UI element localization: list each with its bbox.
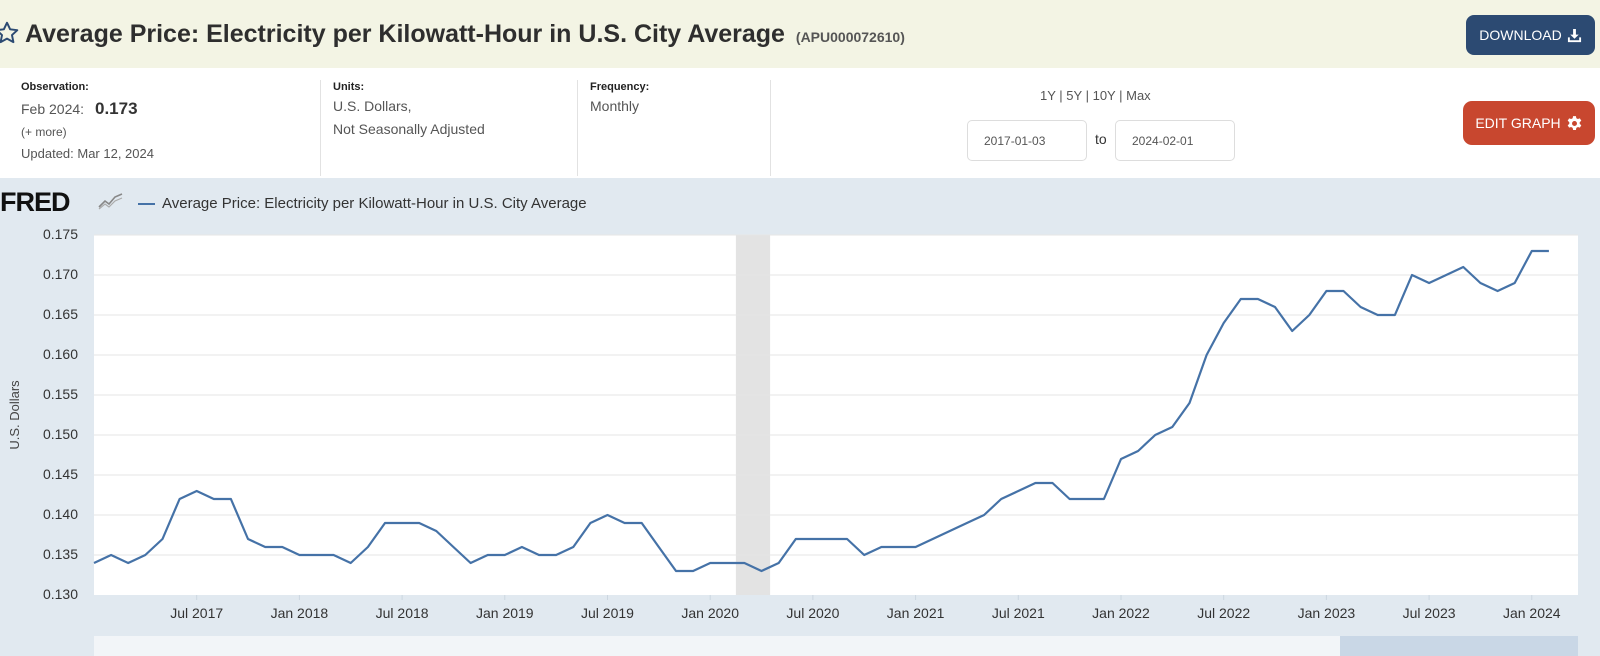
download-button-label: DOWNLOAD [1479, 27, 1562, 43]
divider [770, 80, 771, 176]
plot-background [94, 235, 1578, 595]
range-max-link[interactable]: Max [1126, 88, 1151, 103]
observation-value: 0.173 [95, 99, 138, 118]
x-tick-label: Jan 2018 [271, 605, 329, 621]
units-line-2: Not Seasonally Adjusted [333, 121, 485, 137]
x-tick-label: Jul 2023 [1403, 605, 1456, 621]
range-links: 1Y | 5Y | 10Y | Max [1040, 88, 1151, 103]
y-tick-label: 0.155 [43, 386, 78, 402]
x-tick-label: Jul 2019 [581, 605, 634, 621]
download-icon [1567, 28, 1581, 42]
units-line-1: U.S. Dollars, [333, 98, 412, 114]
range-10y-link[interactable]: 10Y [1092, 88, 1116, 103]
fred-logo: FRED [0, 187, 70, 217]
x-tick-label: Jul 2018 [376, 605, 429, 621]
edit-graph-label: EDIT GRAPH [1475, 115, 1561, 131]
units-label: Units: [333, 81, 365, 93]
series-id: (APU000072610) [795, 29, 905, 45]
y-tick-label: 0.135 [43, 546, 78, 562]
legend-label: Average Price: Electricity per Kilowatt-… [162, 195, 587, 212]
edit-graph-button[interactable]: EDIT GRAPH [1463, 101, 1595, 145]
to-label: to [1095, 131, 1107, 147]
range-separator: | [1059, 88, 1067, 103]
x-tick-label: Jan 2022 [1092, 605, 1150, 621]
observation-label: Observation: [21, 81, 89, 93]
y-tick-label: 0.165 [43, 306, 78, 322]
range-separator: | [1119, 88, 1127, 103]
x-tick-label: Jul 2021 [992, 605, 1045, 621]
recession-shading [735, 235, 771, 595]
page-title: Average Price: Electricity per Kilowatt-… [25, 20, 905, 49]
legend-swatch [138, 203, 155, 205]
divider [320, 80, 321, 176]
y-tick-label: 0.175 [43, 226, 78, 242]
x-tick-label: Jan 2021 [887, 605, 945, 621]
start-date-input[interactable] [967, 120, 1087, 161]
x-tick-label: Jul 2020 [786, 605, 839, 621]
star-outline-icon[interactable] [0, 20, 20, 46]
download-button[interactable]: DOWNLOAD [1466, 15, 1595, 55]
frequency-value: Monthly [590, 98, 640, 114]
divider [577, 80, 578, 176]
page-title-text: Average Price: Electricity per Kilowatt-… [25, 20, 785, 48]
frequency-label: Frequency: [590, 81, 650, 93]
more-observations-link[interactable]: (+ more) [21, 125, 67, 139]
updated-date: Updated: Mar 12, 2024 [21, 146, 154, 161]
x-tick-label: Jan 2020 [681, 605, 739, 621]
end-date-input[interactable] [1115, 120, 1235, 161]
range-separator: | [1085, 88, 1093, 103]
navigator-selection [1340, 636, 1578, 656]
range-5y-link[interactable]: 5Y [1066, 88, 1082, 103]
range-1y-link[interactable]: 1Y [1040, 88, 1056, 103]
x-tick-label: Jan 2023 [1298, 605, 1356, 621]
y-tick-label: 0.140 [43, 506, 78, 522]
x-tick-label: Jul 2017 [170, 605, 223, 621]
y-tick-label: 0.130 [43, 586, 78, 602]
y-tick-label: 0.170 [43, 266, 78, 282]
navigator-strip [94, 636, 1578, 656]
title-bar: Average Price: Electricity per Kilowatt-… [0, 0, 1600, 68]
line-chart: 0.130 0.135 0.140 0.145 0.150 0.155 0.160 0.165… [7, 226, 1578, 656]
y-tick-label: 0.160 [43, 346, 78, 362]
x-tick-label: Jan 2019 [476, 605, 534, 621]
x-tick-label: Jul 2022 [1197, 605, 1250, 621]
y-axis-label: U.S. Dollars [7, 380, 22, 450]
fred-chart-icon [98, 193, 123, 210]
y-tick-label: 0.145 [43, 466, 78, 482]
series-line [93, 249, 1549, 573]
gear-icon [1567, 115, 1581, 130]
y-tick-label: 0.150 [43, 426, 78, 442]
observation-date: Feb 2024: [21, 101, 85, 117]
x-tick-label: Jan 2024 [1503, 605, 1561, 621]
